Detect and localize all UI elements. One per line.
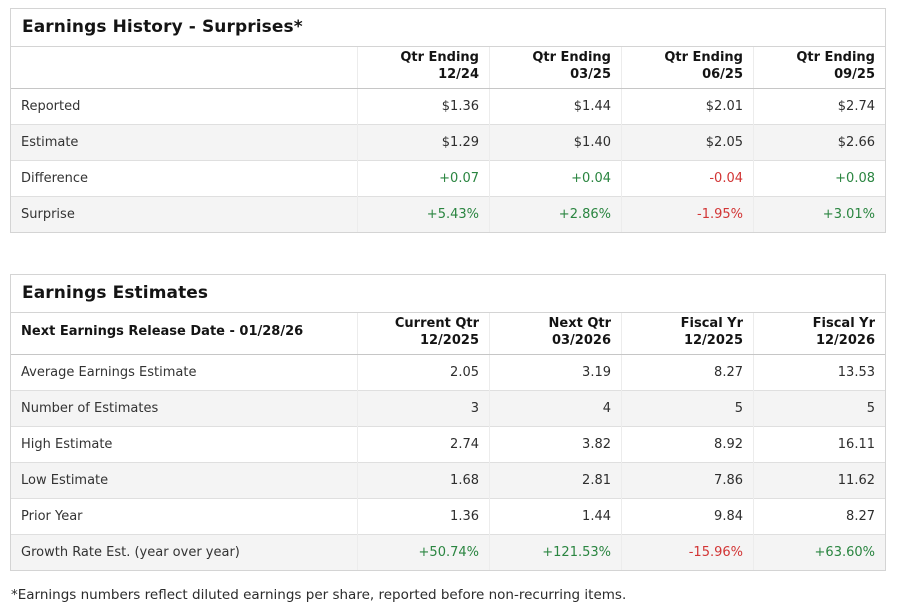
value-cell: 1.44 bbox=[489, 497, 622, 535]
value-cell: -0.04 bbox=[621, 159, 754, 197]
earnings-history-title: Earnings History - Surprises* bbox=[11, 9, 885, 47]
value-cell: $2.01 bbox=[621, 88, 754, 125]
value-cell: 9.84 bbox=[621, 497, 754, 535]
row-label: High Estimate bbox=[11, 425, 358, 463]
estimates-column-header: Fiscal Yr 12/2026 bbox=[753, 312, 885, 355]
value-cell: $2.66 bbox=[753, 123, 885, 161]
table-row: Surprise +5.43% +2.86% -1.95% +3.01% bbox=[11, 195, 885, 232]
value-cell: 3.82 bbox=[489, 425, 622, 463]
estimates-column-header: Next Qtr 03/2026 bbox=[489, 312, 622, 355]
value-cell: -15.96% bbox=[621, 533, 754, 570]
value-cell: $1.36 bbox=[357, 88, 490, 125]
table-row: Reported $1.36 $1.44 $2.01 $2.74 bbox=[11, 88, 885, 125]
table-row: High Estimate 2.74 3.82 8.92 16.11 bbox=[11, 425, 885, 463]
earnings-estimates-title: Earnings Estimates bbox=[11, 275, 885, 313]
value-cell: 4 bbox=[489, 389, 622, 427]
row-label: Growth Rate Est. (year over year) bbox=[11, 533, 358, 570]
value-cell: 8.27 bbox=[621, 354, 754, 391]
row-label: Estimate bbox=[11, 123, 358, 161]
earnings-history-table: Qtr Ending 12/24 Qtr Ending 03/25 Qtr En… bbox=[11, 47, 885, 232]
value-cell: +2.86% bbox=[489, 195, 622, 232]
row-label: Difference bbox=[11, 159, 358, 197]
estimates-header-row: Next Earnings Release Date - 01/28/26 Cu… bbox=[11, 312, 885, 355]
value-cell: +0.04 bbox=[489, 159, 622, 197]
earnings-estimates-table: Next Earnings Release Date - 01/28/26 Cu… bbox=[11, 312, 885, 570]
row-label: Reported bbox=[21, 98, 81, 114]
earnings-estimates-card: Earnings Estimates Next Earnings Release… bbox=[10, 273, 886, 571]
table-row: Difference +0.07 +0.04 -0.04 +0.08 bbox=[11, 159, 885, 197]
table-row: Estimate $1.29 $1.40 $2.05 $2.66 bbox=[11, 123, 885, 161]
value-cell: 1.36 bbox=[357, 497, 490, 535]
row-label: Average Earnings Estimate bbox=[21, 364, 197, 380]
value-cell: +63.60% bbox=[753, 533, 885, 570]
value-cell: 3 bbox=[357, 389, 490, 427]
value-cell: +50.74% bbox=[357, 533, 490, 570]
value-cell: 13.53 bbox=[753, 354, 885, 391]
value-cell: +121.53% bbox=[489, 533, 622, 570]
value-cell: 5 bbox=[753, 389, 885, 427]
table-row: Prior Year 1.36 1.44 9.84 8.27 bbox=[11, 497, 885, 535]
history-column-header: Qtr Ending 06/25 bbox=[621, 47, 754, 89]
table-row: Number of Estimates 3 4 5 5 bbox=[11, 389, 885, 427]
value-cell: 2.81 bbox=[489, 461, 622, 499]
value-cell: 8.92 bbox=[621, 425, 754, 463]
history-column-header: Qtr Ending 09/25 bbox=[753, 47, 885, 89]
value-cell: 5 bbox=[621, 389, 754, 427]
value-cell: 2.05 bbox=[357, 354, 490, 391]
table-row: Average Earnings Estimate 2.05 3.19 8.27… bbox=[11, 354, 885, 391]
next-earnings-release-date: Next Earnings Release Date - 01/28/26 bbox=[11, 312, 358, 355]
row-label: Number of Estimates bbox=[11, 389, 358, 427]
history-column-header: Qtr Ending 03/25 bbox=[489, 47, 622, 89]
value-cell: +0.07 bbox=[357, 159, 490, 197]
table-row: Growth Rate Est. (year over year) +50.74… bbox=[11, 533, 885, 570]
history-header-row: Qtr Ending 12/24 Qtr Ending 03/25 Qtr En… bbox=[11, 47, 885, 89]
earnings-history-card: Earnings History - Surprises* Qtr Ending… bbox=[10, 8, 886, 233]
row-label: Low Estimate bbox=[11, 461, 358, 499]
value-cell: $1.29 bbox=[357, 123, 490, 161]
value-cell: +0.08 bbox=[753, 159, 885, 197]
value-cell: 3.19 bbox=[489, 354, 622, 391]
value-cell: 16.11 bbox=[753, 425, 885, 463]
value-cell: $2.05 bbox=[621, 123, 754, 161]
value-cell: 2.74 bbox=[357, 425, 490, 463]
value-cell: $1.44 bbox=[489, 88, 622, 125]
value-cell: +5.43% bbox=[357, 195, 490, 232]
value-cell: $1.40 bbox=[489, 123, 622, 161]
value-cell: 1.68 bbox=[357, 461, 490, 499]
value-cell: 8.27 bbox=[753, 497, 885, 535]
history-corner-cell bbox=[11, 47, 358, 89]
table-row: Low Estimate 1.68 2.81 7.86 11.62 bbox=[11, 461, 885, 499]
value-cell: 7.86 bbox=[621, 461, 754, 499]
history-column-header: Qtr Ending 12/24 bbox=[357, 47, 490, 89]
estimates-column-header: Current Qtr 12/2025 bbox=[357, 312, 490, 355]
value-cell: 11.62 bbox=[753, 461, 885, 499]
footnote: *Earnings numbers reflect diluted earnin… bbox=[11, 586, 627, 603]
row-label: Surprise bbox=[11, 195, 358, 232]
value-cell: -1.95% bbox=[621, 195, 754, 232]
row-label: Prior Year bbox=[11, 497, 358, 535]
estimates-column-header: Fiscal Yr 12/2025 bbox=[621, 312, 754, 355]
section-spacer bbox=[10, 233, 886, 274]
value-cell: +3.01% bbox=[753, 195, 885, 232]
value-cell: $2.74 bbox=[753, 88, 885, 125]
